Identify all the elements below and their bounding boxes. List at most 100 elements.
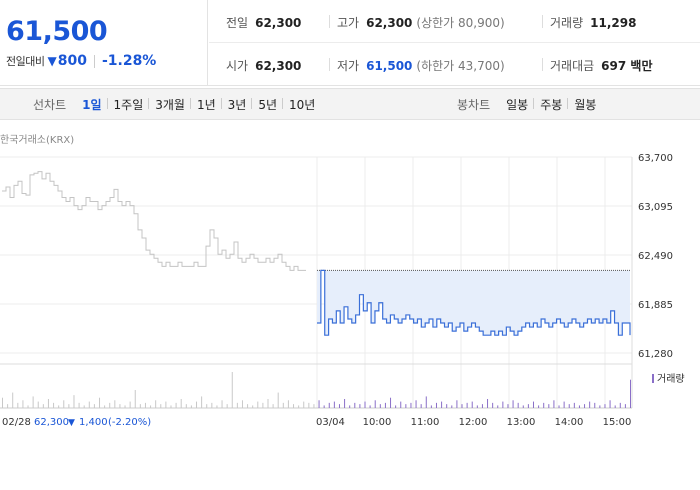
volume-bar bbox=[282, 402, 284, 408]
volume-bar bbox=[619, 402, 621, 408]
volume-bar bbox=[17, 402, 19, 408]
volume-bar bbox=[395, 405, 397, 408]
volume-bar bbox=[58, 405, 60, 408]
volume-bar bbox=[160, 404, 162, 408]
stat-label: 시가 bbox=[226, 59, 249, 73]
candle-chart-title: 봉차트 bbox=[457, 97, 491, 112]
volume-bar bbox=[364, 401, 366, 408]
stat-label: 거래량 bbox=[550, 16, 584, 30]
x-tick-label: 12:00 bbox=[459, 417, 488, 428]
volume-bar bbox=[93, 404, 95, 408]
volume-bar bbox=[553, 400, 555, 408]
volume-bars bbox=[2, 372, 631, 408]
period-3year[interactable]: 3년 bbox=[220, 96, 253, 113]
period-1day[interactable]: 1일 bbox=[82, 97, 102, 112]
volume-bar bbox=[604, 404, 606, 408]
volume-bar bbox=[155, 400, 157, 408]
volume-bar bbox=[104, 405, 106, 408]
period-5year[interactable]: 5년 bbox=[251, 96, 283, 113]
volume-bar bbox=[333, 401, 335, 408]
volume-bar bbox=[420, 404, 422, 408]
volume-bar bbox=[221, 400, 223, 408]
volume-bar bbox=[543, 402, 545, 408]
volume-legend-swatch bbox=[652, 374, 654, 383]
prev-info-percent: (-2.20%) bbox=[108, 417, 151, 428]
period-1week[interactable]: 1주일 bbox=[106, 96, 150, 113]
volume-bar bbox=[63, 400, 65, 408]
volume-bar bbox=[7, 404, 9, 408]
change-label: 전일대비 bbox=[6, 55, 45, 68]
period-3month[interactable]: 3개월 bbox=[148, 96, 191, 113]
stock-summary: 61,500 전일대비 ▼ 800 -1.28% 전일 62,300 고가 62,3… bbox=[0, 0, 700, 86]
volume-bar bbox=[466, 402, 468, 408]
volume-bar bbox=[206, 404, 208, 408]
volume-bar bbox=[313, 404, 315, 408]
volume-bar bbox=[517, 402, 519, 408]
volume-bar bbox=[216, 405, 218, 408]
volume-bar bbox=[359, 404, 361, 408]
volume-bar bbox=[144, 402, 146, 408]
period-1year[interactable]: 1년 bbox=[189, 96, 222, 113]
volume-bar bbox=[563, 401, 565, 408]
y-axis-labels: 63,700 63,095 62,490 61,885 61,280 bbox=[638, 153, 673, 360]
volume-bar bbox=[298, 405, 300, 408]
change-row: 전일대비 ▼ 800 -1.28% bbox=[6, 53, 156, 69]
price-box: 61,500 전일대비 ▼ 800 -1.28% bbox=[0, 0, 208, 86]
volume-bar bbox=[53, 402, 55, 408]
volume-bar bbox=[558, 405, 560, 408]
volume-bar bbox=[293, 404, 295, 408]
volume-bar bbox=[236, 402, 238, 408]
stat-label: 고가 bbox=[337, 16, 360, 30]
volume-bar bbox=[150, 405, 152, 408]
y-tick-label: 62,490 bbox=[638, 251, 673, 262]
prev-info-price: 62,300 bbox=[34, 417, 69, 428]
today-price-line bbox=[317, 269, 631, 336]
volume-bar bbox=[247, 404, 249, 408]
candle-daily[interactable]: 일봉 bbox=[506, 97, 529, 112]
volume-bar bbox=[624, 404, 626, 408]
volume-bar bbox=[435, 402, 437, 408]
volume-bar bbox=[487, 399, 489, 408]
line-chart-periods: 선차트 1일 1주일 3개월 1년 3년 5년 10년 bbox=[33, 89, 321, 119]
y-tick-label: 61,280 bbox=[638, 349, 673, 360]
period-10year[interactable]: 10년 bbox=[282, 96, 321, 113]
volume-bar bbox=[497, 405, 499, 408]
volume-bar bbox=[384, 402, 386, 408]
x-axis-labels: 03/04 10:00 11:00 12:00 13:00 14:00 15:00 bbox=[316, 417, 631, 428]
prev-info-date: 02/28 bbox=[2, 417, 31, 428]
volume-bar bbox=[47, 399, 49, 408]
volume-bar bbox=[32, 396, 34, 408]
prev-info-down-icon: ▼ bbox=[68, 418, 75, 428]
volume-bar bbox=[522, 405, 524, 408]
volume-bar bbox=[272, 404, 274, 408]
volume-bar bbox=[88, 401, 90, 408]
line-chart-title: 선차트 bbox=[33, 97, 67, 112]
stats-grid: 전일 62,300 고가 62,300 (상한가 80,900) 거래량 11,298 … bbox=[209, 0, 700, 86]
stat-prev-close: 전일 62,300 bbox=[226, 14, 301, 31]
x-tick-label: 15:00 bbox=[603, 417, 632, 428]
stat-value: 62,300 bbox=[366, 16, 413, 30]
prev-day-price-line bbox=[2, 171, 306, 271]
volume-bar bbox=[328, 402, 330, 408]
volume-bar bbox=[451, 405, 453, 408]
volume-bar bbox=[512, 400, 514, 408]
volume-bar bbox=[410, 402, 412, 408]
down-arrow-icon: ▼ bbox=[47, 54, 57, 68]
volume-bar bbox=[37, 401, 39, 408]
volume-bar bbox=[99, 397, 101, 408]
volume-bar bbox=[481, 404, 483, 408]
volume-bar bbox=[277, 392, 279, 408]
stat-low: 저가 61,500 (하한가 43,700) bbox=[329, 57, 505, 74]
price-chart[interactable]: 63,700 63,095 62,490 61,885 61,280 03/04 10:0… bbox=[0, 145, 700, 445]
candle-weekly[interactable]: 주봉 bbox=[533, 96, 568, 113]
volume-bar bbox=[303, 401, 305, 408]
volume-bar bbox=[257, 401, 259, 408]
volume-bar bbox=[27, 405, 29, 408]
volume-bar bbox=[2, 397, 3, 408]
volume-bar bbox=[42, 404, 44, 408]
candle-monthly[interactable]: 월봉 bbox=[567, 96, 602, 113]
current-price: 61,500 bbox=[6, 16, 108, 47]
volume-bar bbox=[548, 404, 550, 408]
stat-trade-value: 거래대금 697 백만 bbox=[541, 57, 652, 74]
volume-bar bbox=[165, 401, 167, 408]
